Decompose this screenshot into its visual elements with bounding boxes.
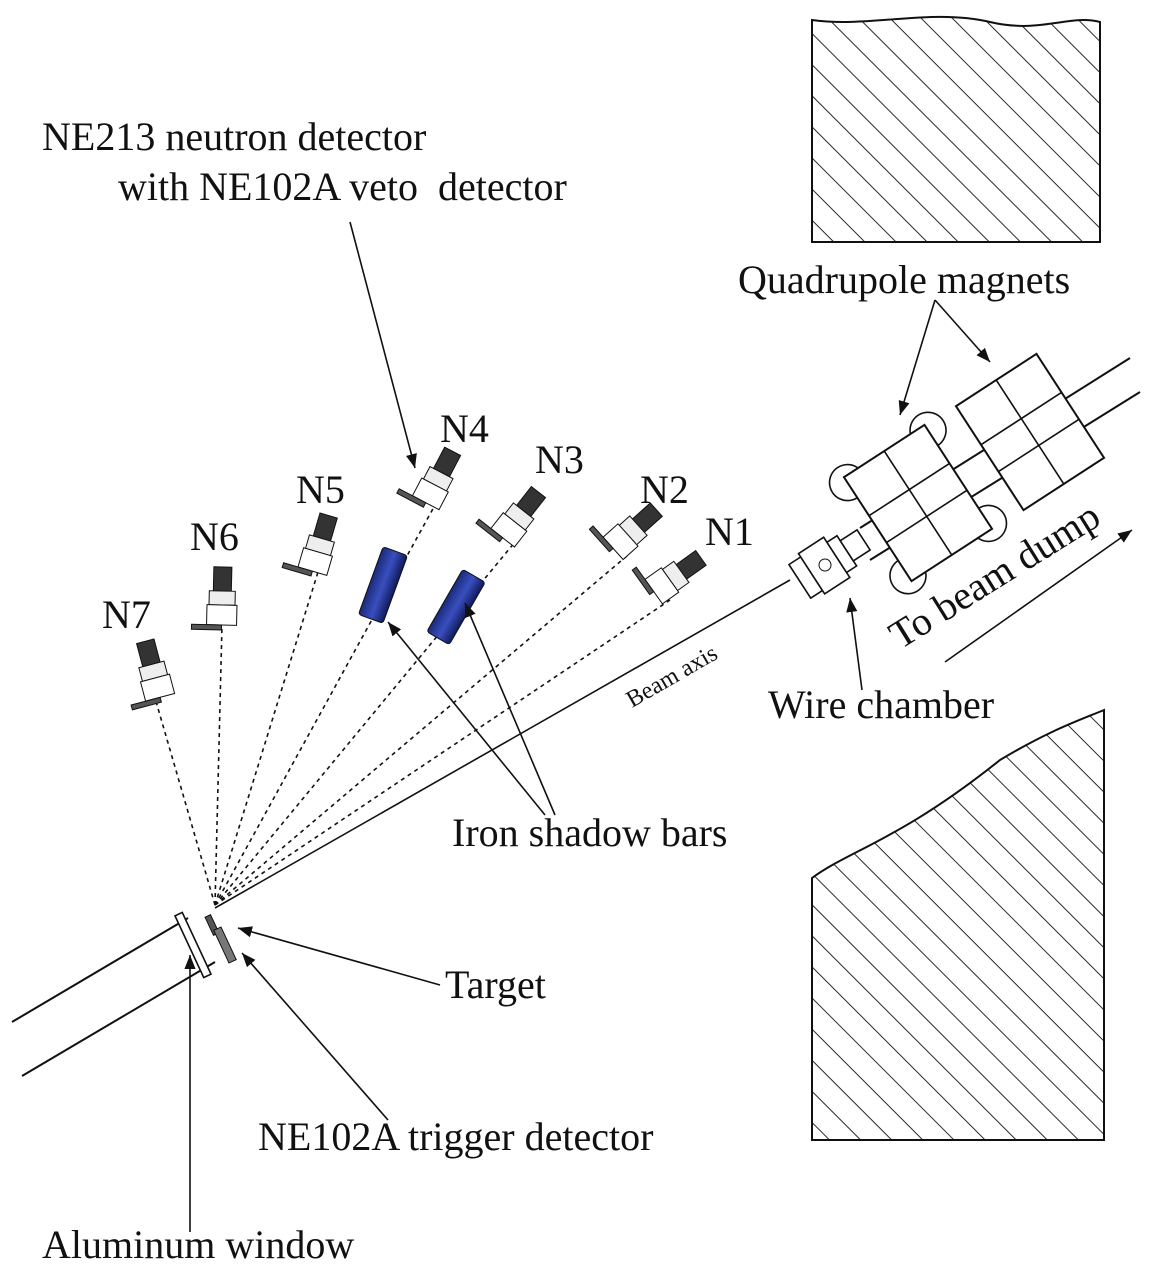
neutron-detector: [396, 446, 462, 511]
label: with NE102A veto detector: [118, 164, 567, 209]
detector-label: N1: [705, 509, 754, 554]
neutron-detector: [631, 549, 707, 605]
aluminum-window: [173, 911, 213, 979]
beam-axis-line: [214, 579, 791, 909]
flight-path: [214, 624, 223, 906]
shield-block: [811, 708, 1105, 1141]
neutron-detector: [281, 512, 338, 577]
label: Target: [445, 962, 546, 1007]
flight-path: [214, 554, 629, 906]
detector-label: N6: [190, 514, 239, 559]
label: Wire chamber: [768, 682, 994, 727]
label: Aluminum window: [42, 1222, 354, 1266]
flight-path: [214, 599, 671, 906]
label: Iron shadow bars: [452, 810, 728, 855]
neutron-detector: [588, 502, 664, 561]
quadrupole-magnet: [954, 352, 1106, 512]
shadow-bar: [427, 569, 485, 645]
wire-chamber: [787, 528, 872, 600]
detector-label: N3: [535, 437, 584, 482]
flight-path: [154, 697, 216, 906]
beam-pipe: [21, 961, 216, 1077]
detector-label: N4: [440, 406, 489, 451]
label: Beam axis: [622, 640, 722, 713]
shield-block: [811, 15, 1101, 243]
detector-label: N2: [640, 467, 689, 512]
detector-label: N7: [102, 592, 151, 637]
beam-pipe: [11, 917, 189, 1023]
label: NE213 neutron detector: [42, 114, 426, 159]
shadow-bar: [358, 547, 408, 623]
neutron-detector: [130, 638, 176, 711]
callout-arrows: [184, 221, 1133, 1232]
trigger-detector: [213, 926, 237, 964]
quadrupole-magnet: [828, 411, 1008, 595]
label: NE102A trigger detector: [258, 1114, 653, 1159]
neutron-detector: [475, 485, 547, 548]
detector-label: N5: [296, 467, 345, 512]
flight-path: [214, 571, 319, 906]
label: Quadrupole magnets: [738, 257, 1070, 302]
neutron-detector: [190, 566, 238, 631]
